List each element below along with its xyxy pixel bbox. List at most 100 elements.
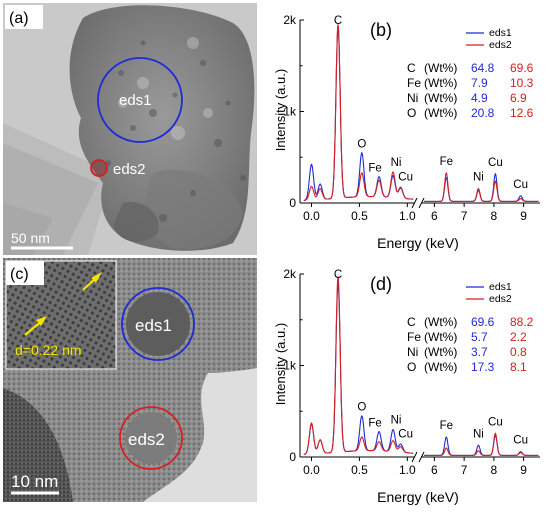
lattice-spacing-label: d=0.22 nm: [15, 342, 82, 358]
peak-label-O-d: O: [357, 402, 366, 414]
panel-label-d: (d): [370, 274, 392, 294]
composition-element-b: Ni: [407, 91, 418, 105]
peak-label-Cu-b: Cu: [513, 179, 528, 191]
peak-label-Cu-d: Cu: [398, 428, 413, 440]
x-axis-label-d: Energy (keV): [377, 489, 459, 505]
x-tick-label-b: 1.0: [399, 209, 416, 223]
y-tick-label-d: 0: [289, 450, 296, 464]
peak-label-Cu-d: Cu: [488, 416, 503, 428]
composition-eds2-value-d: 0.8: [510, 345, 527, 359]
y-axis-label-d: Intensity (a.u.): [273, 323, 288, 405]
composition-eds1-value-b: 4.9: [471, 91, 488, 105]
composition-unit-d: (Wt%): [424, 315, 457, 329]
y-tick-label-d: 1k: [283, 359, 297, 373]
tem-image-c-drawing: d=0.22 nm eds1 eds2 (c) 10 nm: [3, 258, 257, 502]
composition-eds2-value-b: 69.6: [510, 61, 534, 75]
composition-eds1-value-b: 20.8: [471, 106, 495, 120]
x-tick-label-b: 7: [461, 209, 468, 223]
composition-eds2-value-d: 2.2: [510, 330, 527, 344]
tem-image-a-drawing: eds1 eds2 (a) 50 nm: [3, 3, 257, 255]
composition-unit-b: (Wt%): [424, 106, 457, 120]
series-layer-d: [303, 276, 539, 456]
eds1-region-label-c: eds1: [135, 316, 172, 335]
panel-label-b: (b): [370, 20, 392, 40]
peak-label-Cu-d: Cu: [513, 435, 528, 447]
composition-element-d: Ni: [407, 345, 418, 359]
peak-label-C-b: C: [334, 15, 342, 27]
x-tick-label-b: 0.5: [351, 209, 368, 223]
y-axis-label-b: Intensity (a.u.): [273, 69, 288, 151]
y-tick-label-b: 2k: [283, 13, 297, 27]
eds1-region-circle-c: [121, 287, 195, 361]
x-axis-label-b: Energy (keV): [377, 235, 459, 251]
peak-label-Cu-b: Cu: [398, 172, 413, 184]
composition-unit-b: (Wt%): [424, 61, 457, 75]
x-tick-label-d: 0.5: [351, 463, 368, 477]
legend-label-eds2-d: eds2: [489, 293, 512, 305]
composition-element-d: Fe: [407, 330, 421, 344]
x-tick-label-d: 8: [491, 463, 498, 477]
x-tick-label-d: 0.0: [303, 463, 320, 477]
tem-image-a: eds1 eds2 (a) 50 nm: [3, 3, 257, 255]
y-tick-label-b: 1k: [283, 105, 297, 119]
eds2-region-label: eds2: [113, 161, 146, 178]
eds1-region-circle: [97, 57, 183, 143]
x-tick-label-b: 0.0: [303, 209, 320, 223]
peak-label-Fe-b: Fe: [440, 156, 453, 168]
series-layer-b: [303, 24, 539, 202]
legend-label-eds1-b: eds1: [489, 27, 512, 39]
scale-bar-label-a: 50 nm: [11, 230, 50, 246]
composition-eds1-value-d: 5.7: [471, 330, 488, 344]
peak-label-Fe-d: Fe: [368, 417, 381, 429]
legend-label-eds2-b: eds2: [489, 39, 512, 51]
composition-eds1-value-b: 7.9: [471, 76, 488, 90]
composition-element-d: C: [407, 315, 416, 329]
scale-bar-label-c: 10 nm: [11, 472, 58, 491]
spectrum-line-eds2-low-d: [303, 276, 414, 455]
legend-label-eds1-d: eds1: [489, 281, 512, 293]
peak-label-Ni-d: Ni: [473, 428, 484, 440]
peak-label-C-d: C: [334, 269, 342, 281]
peak-label-Fe-d: Fe: [440, 420, 453, 432]
composition-eds2-value-b: 6.9: [510, 91, 527, 105]
composition-unit-d: (Wt%): [424, 360, 457, 374]
eds-spectrum-d: 0 1k 2k 0.0 0.5 1.0 6 7 8 9 C O Fe Ni Cu Fe Ni Cu Cu eds1 ed…: [258, 254, 550, 507]
spectrum-line-eds1-low-b: [303, 27, 414, 201]
peak-label-Ni-b: Ni: [391, 157, 402, 169]
peak-label-Ni-d: Ni: [391, 415, 402, 427]
eds1-region-label: eds1: [119, 92, 152, 109]
spectrum-line-eds1-high-d: [424, 434, 539, 456]
composition-eds1-value-b: 64.8: [471, 61, 495, 75]
peak-label-Ni-b: Ni: [473, 172, 484, 184]
spectrum-line-eds1-low-d: [303, 282, 414, 455]
eds-spectrum-b: 0 1k 2k 0.0 0.5 1.0 6 7 8 9 C O Fe Ni Cu Fe Ni Cu Cu eds1 ed…: [258, 0, 550, 253]
spectrum-line-eds2-high-b: [424, 172, 539, 202]
composition-element-d: O: [407, 360, 416, 374]
composition-eds1-value-d: 3.7: [471, 345, 488, 359]
composition-unit-b: (Wt%): [424, 91, 457, 105]
axis-break-mark-b: [411, 197, 418, 209]
eds2-region-label-c: eds2: [128, 430, 165, 449]
composition-eds2-value-b: 10.3: [510, 76, 534, 90]
x-tick-label-b: 8: [491, 209, 498, 223]
tem-image-c: d=0.22 nm eds1 eds2 (c) 10 nm: [3, 258, 257, 502]
x-tick-label-d: 9: [520, 463, 527, 477]
x-tick-label-d: 7: [461, 463, 468, 477]
peak-label-Fe-b: Fe: [368, 162, 381, 174]
composition-eds1-value-d: 69.6: [471, 315, 495, 329]
x-tick-label-d: 6: [431, 463, 438, 477]
panel-label-c: (c): [10, 266, 29, 283]
composition-eds1-value-d: 17.3: [471, 360, 495, 374]
composition-unit-b: (Wt%): [424, 76, 457, 90]
y-tick-label-b: 0: [289, 196, 296, 210]
x-tick-label-b: 6: [431, 209, 438, 223]
composition-element-b: C: [407, 61, 416, 75]
composition-eds2-value-d: 8.1: [510, 360, 527, 374]
composition-element-b: O: [407, 106, 416, 120]
y-tick-label-d: 2k: [283, 267, 297, 281]
peak-label-O-b: O: [357, 139, 366, 151]
eds2-region-circle-c: [119, 406, 183, 470]
